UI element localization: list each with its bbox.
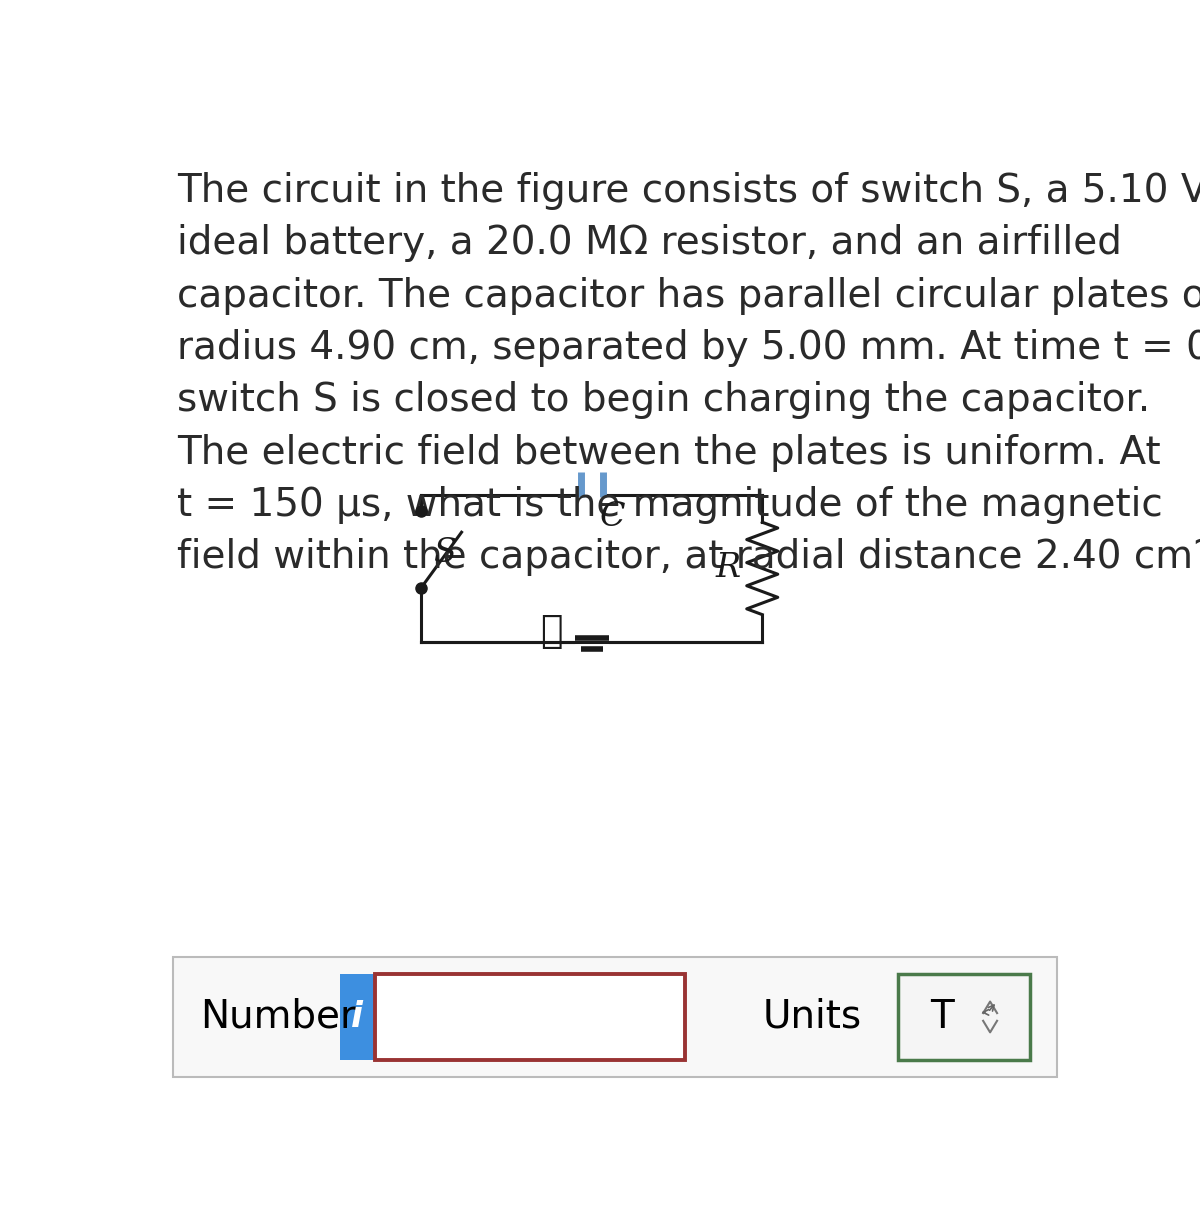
Text: switch S is closed to begin charging the capacitor.: switch S is closed to begin charging the…: [178, 382, 1151, 420]
Text: i: i: [352, 1000, 364, 1034]
Bar: [340, 974, 374, 1060]
Text: C: C: [600, 502, 625, 534]
Bar: [898, 974, 1030, 1060]
Text: T: T: [930, 998, 954, 1036]
Text: The electric field between the plates is uniform. At: The electric field between the plates is…: [178, 433, 1160, 471]
Bar: [374, 974, 685, 1060]
Text: Number: Number: [200, 998, 356, 1036]
Text: ℰ: ℰ: [540, 615, 563, 650]
Text: capacitor. The capacitor has parallel circular plates of: capacitor. The capacitor has parallel ci…: [178, 276, 1200, 314]
Text: S: S: [433, 537, 456, 569]
Bar: [173, 957, 1057, 1076]
Text: The circuit in the figure consists of switch S, a 5.10 V: The circuit in the figure consists of sw…: [178, 172, 1200, 210]
Text: radius 4.90 cm, separated by 5.00 mm. At time t = 0,: radius 4.90 cm, separated by 5.00 mm. At…: [178, 329, 1200, 367]
Text: ideal battery, a 20.0 MΩ resistor, and an airfilled: ideal battery, a 20.0 MΩ resistor, and a…: [178, 225, 1122, 263]
Text: Units: Units: [762, 998, 862, 1036]
Text: field within the capacitor, at radial distance 2.40 cm?: field within the capacitor, at radial di…: [178, 539, 1200, 577]
Text: R: R: [715, 552, 740, 584]
Text: t = 150 μs, what is the magnitude of the magnetic: t = 150 μs, what is the magnitude of the…: [178, 486, 1163, 524]
